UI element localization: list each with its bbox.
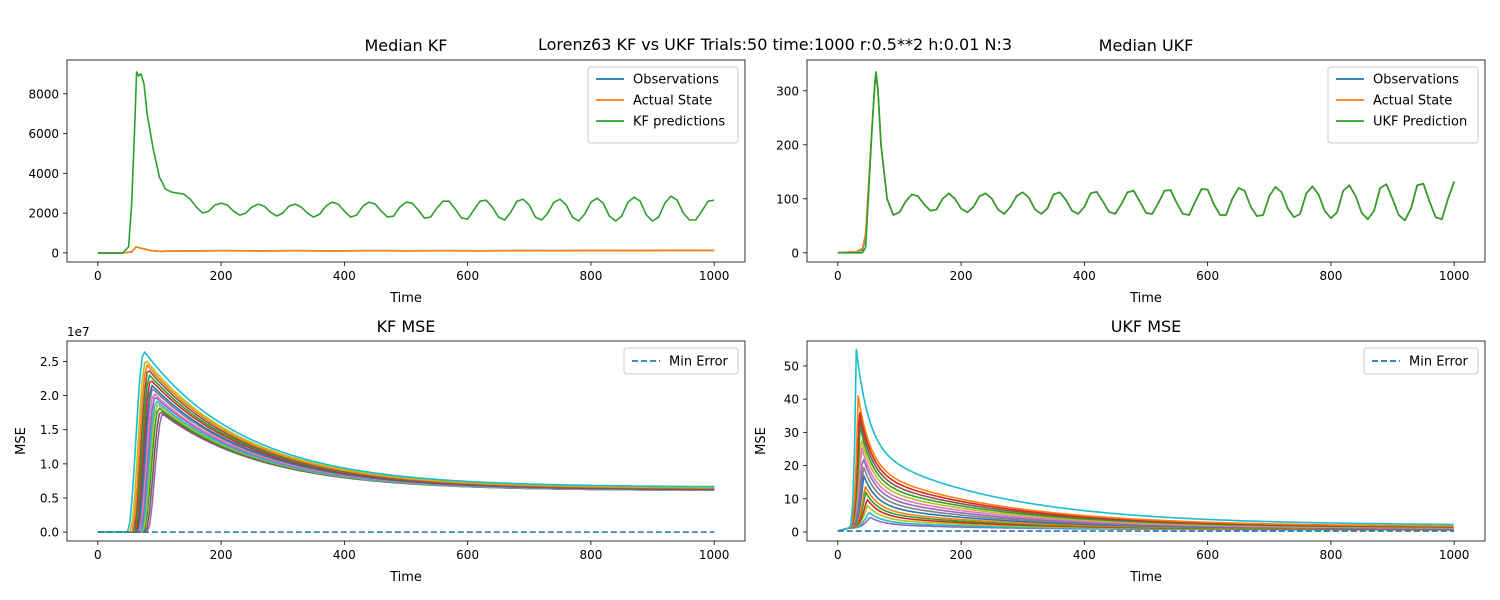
- x-tick-label: 600: [456, 269, 479, 283]
- x-tick-label: 0: [834, 269, 842, 283]
- y-tick-label: 0: [51, 246, 59, 260]
- x-tick-label: 200: [950, 548, 973, 562]
- y-tick-label: 30: [784, 426, 799, 440]
- trial-line: [837, 395, 1454, 532]
- x-tick-label: 0: [94, 548, 102, 562]
- x-tick-label: 800: [579, 548, 602, 562]
- y-tick-label: 10: [784, 492, 799, 506]
- legend-label: Min Error: [669, 355, 729, 370]
- x-tick-label: 400: [333, 269, 356, 283]
- y-tick-label: 50: [784, 359, 799, 373]
- legend-label: Min Error: [1409, 355, 1469, 370]
- x-tick-label: 200: [950, 269, 973, 283]
- subplot-title: Median UKF: [1099, 36, 1194, 55]
- legend: Min Error: [623, 347, 739, 375]
- subplot-title: UKF MSE: [1111, 317, 1182, 336]
- x-axis-label: Time: [389, 570, 422, 585]
- series-line-3: [97, 71, 715, 254]
- plot-area: [97, 351, 715, 533]
- subplot-kf-mse: KF MSE 0 200 400 600 800 1000 0.0 0.5 1.0 1.5 2.0 2.…: [14, 317, 746, 585]
- series-line-3: [837, 71, 1455, 254]
- x-tick-label: 800: [579, 269, 602, 283]
- y-tick-label: 0.0: [40, 526, 59, 540]
- axes-frame: [806, 59, 1486, 263]
- x-tick-label: 1000: [1439, 269, 1470, 283]
- y-tick-label: 20: [784, 459, 799, 473]
- x-tick-label: 1000: [1439, 548, 1470, 562]
- x-tick-label: 200: [210, 548, 233, 562]
- x-tick-label: 800: [1319, 269, 1342, 283]
- subplot-median-ukf: Median UKF 0 200 400 600 800 1000 0 100 200 300 Tim…: [776, 36, 1486, 306]
- x-tick-label: 400: [1073, 269, 1096, 283]
- x-tick-label: 600: [1196, 269, 1219, 283]
- x-tick-label: 600: [456, 548, 479, 562]
- y-tick-label: 200: [776, 138, 799, 152]
- axes-frame: [806, 340, 1486, 542]
- x-tick-label: 800: [1319, 548, 1342, 562]
- legend: Observations Actual State KF predictions: [587, 66, 739, 144]
- x-tick-label: 0: [834, 548, 842, 562]
- subplot-ukf-mse: UKF MSE 0 200 400 600 800 1000 0 10 20 30 40 50 Time M…: [754, 317, 1486, 585]
- legend-box: [1327, 66, 1479, 144]
- x-tick-label: 1000: [699, 548, 730, 562]
- y-tick-label: 0: [791, 526, 799, 540]
- legend-label: Observations: [633, 73, 719, 88]
- y-tick-label: 300: [776, 84, 799, 98]
- y-tick-label: 40: [784, 393, 799, 407]
- y-tick-label: 8000: [28, 87, 59, 101]
- x-tick-label: 600: [1196, 548, 1219, 562]
- y-axis-label: MSE: [14, 427, 29, 455]
- y-tick-label: 1.5: [40, 423, 59, 437]
- subplot-title: Median KF: [365, 36, 448, 55]
- y-tick-label: 2000: [28, 207, 59, 221]
- x-axis-label: Time: [1129, 570, 1162, 585]
- y-tick-label: 2.0: [40, 389, 59, 403]
- x-tick-label: 400: [1073, 548, 1096, 562]
- y-axis-label: MSE: [754, 427, 769, 455]
- y-tick-label: 100: [776, 192, 799, 206]
- plot-area: [837, 71, 1455, 254]
- y-tick-label: 0: [791, 246, 799, 260]
- x-tick-label: 400: [333, 548, 356, 562]
- x-tick-label: 200: [210, 269, 233, 283]
- y-tick-label: 2.5: [40, 355, 59, 369]
- trial-line: [97, 351, 715, 533]
- legend: Min Error: [1363, 347, 1479, 375]
- plot-area: [837, 348, 1455, 532]
- legend-label: Observations: [1373, 73, 1459, 88]
- legend-label: Actual State: [633, 94, 712, 109]
- subplot-title: KF MSE: [377, 317, 436, 336]
- axes-frame: [66, 340, 746, 542]
- y-tick-label: 4000: [28, 167, 59, 181]
- y-tick-label: 1.0: [40, 457, 59, 471]
- legend-box: [1363, 347, 1479, 375]
- y-tick-label: 6000: [28, 127, 59, 141]
- x-tick-label: 0: [94, 269, 102, 283]
- subplot-median-kf: Median KF 0 200 400 600 800 1000 0 2000 4000 6000 8…: [28, 36, 746, 306]
- legend: Observations Actual State UKF Prediction: [1327, 66, 1479, 144]
- legend-box: [623, 347, 739, 375]
- series-line-2: [97, 246, 715, 254]
- trial-line: [837, 348, 1454, 532]
- y-tick-label: 0.5: [40, 491, 59, 505]
- legend-label: KF predictions: [633, 115, 725, 130]
- y-offset-label: 1e7: [67, 325, 90, 339]
- legend-label: UKF Prediction: [1373, 115, 1467, 130]
- plot-area: [97, 71, 715, 254]
- x-axis-label: Time: [1129, 291, 1162, 306]
- x-tick-label: 1000: [699, 269, 730, 283]
- subplots: Median KF0 200 400 600 800 100002000400060008…: [14, 36, 1486, 585]
- x-axis-label: Time: [389, 291, 422, 306]
- legend-box: [587, 66, 739, 144]
- axes-frame: [66, 59, 746, 263]
- legend-label: Actual State: [1373, 94, 1452, 109]
- figure-suptitle: Lorenz63 KF vs UKF Trials:50 time:1000 r…: [538, 35, 1012, 54]
